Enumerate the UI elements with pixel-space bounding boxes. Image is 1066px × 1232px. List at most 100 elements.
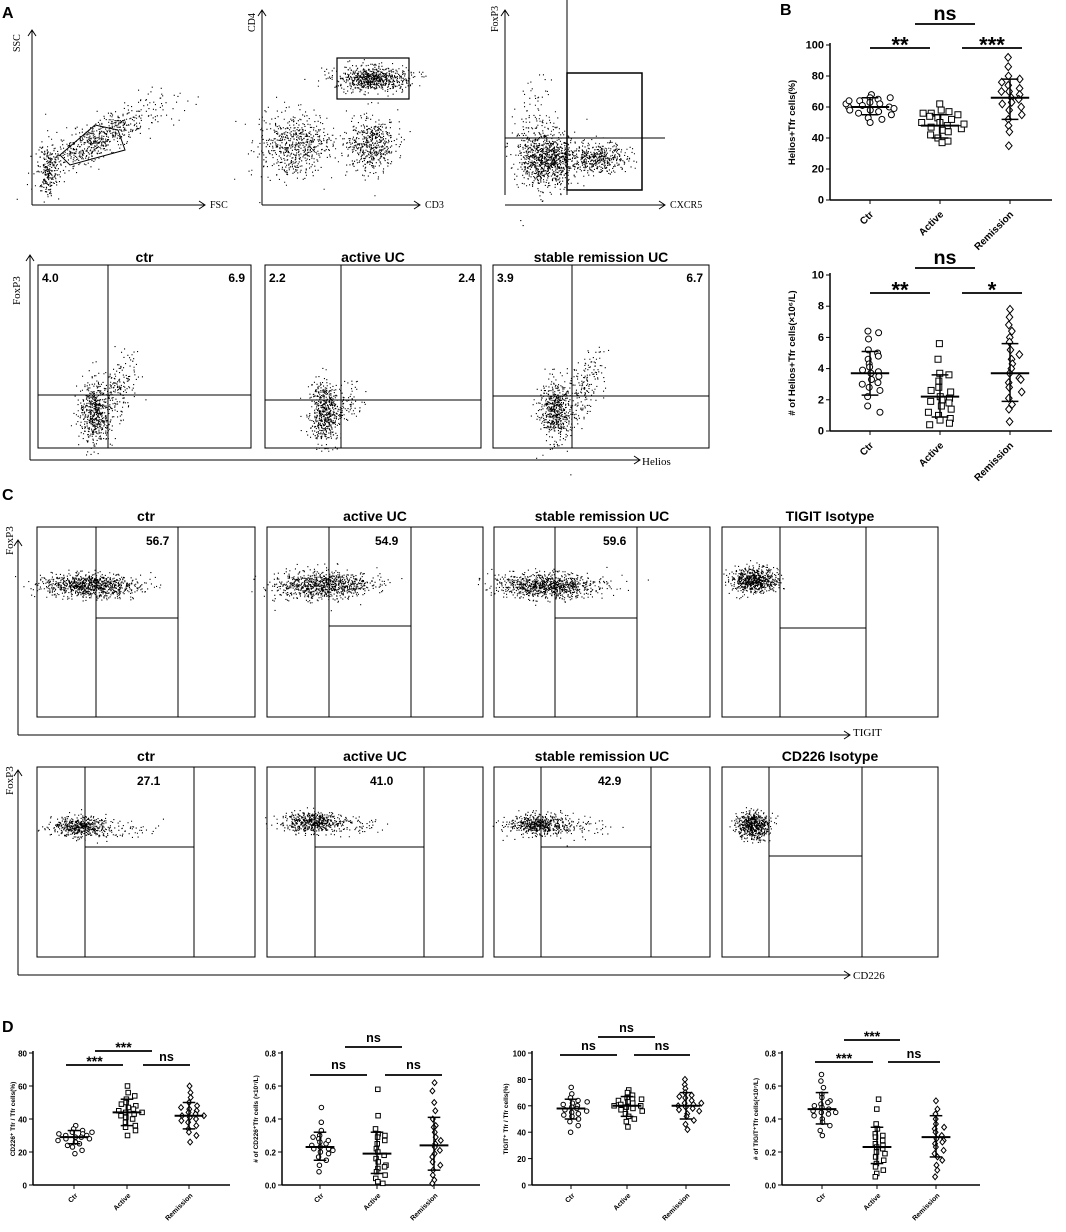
- y-tick-label: 80: [812, 71, 824, 83]
- y-tick-label: 80: [18, 1050, 27, 1059]
- helios-right-value: 6.9: [228, 271, 245, 285]
- x-category-label: Ctr: [313, 1192, 325, 1204]
- y-tick-label: 60: [18, 1083, 27, 1092]
- y-tick-label: 0.8: [765, 1050, 777, 1059]
- significance-label: ***: [864, 1028, 881, 1044]
- data-point-diamond: [1015, 349, 1024, 360]
- data-point-diamond: [939, 1138, 946, 1146]
- y-tick-label: 0: [818, 426, 824, 438]
- significance-label: ns: [933, 3, 956, 25]
- x-category-label: Active: [917, 440, 946, 469]
- data-point-circle: [310, 1134, 316, 1140]
- data-point-square: [944, 137, 952, 145]
- data-point-square: [382, 1132, 388, 1139]
- x-category-label: Ctr: [564, 1192, 576, 1204]
- data-point-square: [375, 1086, 381, 1093]
- data-point-circle: [568, 1084, 574, 1091]
- data-point-diamond: [696, 1107, 703, 1115]
- data-point-square: [927, 123, 935, 131]
- cd4-cd3-gate: [336, 57, 410, 100]
- x-category-label: Remission: [911, 1192, 941, 1222]
- data-point-square: [944, 128, 952, 136]
- y-tick-label: 80: [517, 1076, 526, 1085]
- helios-neg-dots: [530, 368, 583, 476]
- flow-panel-value: 42.9: [598, 774, 622, 788]
- significance-label: **: [891, 278, 909, 303]
- gating-plot-fsc-ssc: SSC FSC: [12, 29, 228, 211]
- x-category-label: Ctr: [858, 209, 876, 227]
- data-point-square: [924, 408, 932, 416]
- data-point-square: [880, 1132, 886, 1139]
- scatter-chart-d-3: 0 20 40 60 80 100 Ctr Active Remission TIGIT⁺ Tfr…: [503, 1021, 730, 1222]
- significance-label: ***: [115, 1039, 132, 1055]
- significance-label: ***: [979, 33, 1005, 58]
- data-point-diamond: [998, 99, 1007, 109]
- data-point-diamond: [1005, 86, 1014, 97]
- data-point-diamond: [698, 1099, 705, 1107]
- flow-panel-title: TIGIT Isotype: [786, 508, 875, 524]
- data-point-diamond: [178, 1116, 185, 1125]
- y-tick-label: 20: [18, 1149, 27, 1158]
- tigit-flow-panel: ctr 56.7: [15, 508, 256, 718]
- helios-right-value: 2.4: [458, 271, 475, 285]
- y-tick-label: 40: [18, 1116, 27, 1125]
- data-point-square: [125, 1089, 131, 1096]
- helios-left-value: 3.9: [497, 271, 514, 285]
- data-point-diamond: [432, 1107, 439, 1115]
- y-tick-label: 0: [522, 1182, 527, 1191]
- cd226-y-label: FoxP3: [4, 766, 16, 795]
- x-category-label: Active: [863, 1192, 883, 1212]
- data-point-diamond: [177, 1103, 185, 1112]
- data-point-square: [934, 355, 942, 363]
- y-tick-label: 100: [806, 40, 824, 52]
- data-point-diamond: [437, 1161, 444, 1169]
- data-point-square: [118, 1101, 125, 1107]
- cd226-x-label: CD226: [853, 970, 885, 982]
- y-tick-label: 0.2: [265, 1149, 277, 1158]
- cd3-dots: [334, 102, 411, 197]
- data-point-diamond: [431, 1079, 438, 1087]
- flow-dots: [15, 569, 156, 602]
- y-axis-label: TIGIT⁺ Tfr / Tfr cells(%): [503, 1084, 510, 1155]
- data-point-square: [948, 115, 956, 123]
- data-point-square: [919, 109, 927, 117]
- x-category-label: Ctr: [815, 1192, 827, 1204]
- data-point-square: [873, 1121, 879, 1127]
- data-point-square: [880, 1167, 887, 1173]
- data-point-square: [638, 1096, 645, 1102]
- data-point-diamond: [1004, 141, 1013, 151]
- gating-plot-cd3-cd4: CD4 CD3: [234, 9, 444, 211]
- data-point-circle: [876, 386, 884, 394]
- data-point-circle: [846, 106, 854, 114]
- data-point-diamond: [1017, 387, 1026, 397]
- data-point-diamond: [1017, 110, 1026, 120]
- data-point-square: [954, 111, 962, 119]
- data-point-circle: [864, 402, 872, 410]
- data-point-diamond: [187, 1093, 194, 1102]
- data-point-circle: [820, 1084, 827, 1091]
- significance-label: *: [988, 278, 997, 303]
- data-point-square: [623, 1118, 630, 1125]
- data-point-diamond: [429, 1171, 436, 1179]
- flow-dots: [265, 807, 363, 836]
- data-point-circle: [89, 1129, 95, 1135]
- helios-left-value: 4.0: [42, 271, 59, 285]
- data-point-circle: [887, 111, 895, 119]
- data-point-diamond: [997, 86, 1006, 97]
- data-point-square: [926, 421, 934, 429]
- debris-dots: [33, 113, 65, 203]
- data-point-diamond: [1005, 312, 1014, 322]
- data-point-circle: [560, 1101, 566, 1108]
- data-point-circle: [845, 97, 853, 105]
- x-category-label: Remission: [661, 1192, 691, 1222]
- data-point-circle: [865, 335, 873, 343]
- data-point-diamond: [192, 1115, 200, 1123]
- gating-y-label-foxp3: FoxP3: [490, 6, 501, 32]
- data-point-circle: [316, 1162, 323, 1168]
- flow-panel-value: 41.0: [370, 774, 394, 788]
- helios-pos-dots: [93, 346, 147, 446]
- panel-letter-d: D: [2, 1019, 14, 1036]
- flow-panel-title: active UC: [343, 508, 407, 524]
- data-point-diamond: [1016, 374, 1025, 385]
- data-point-square: [375, 1112, 381, 1119]
